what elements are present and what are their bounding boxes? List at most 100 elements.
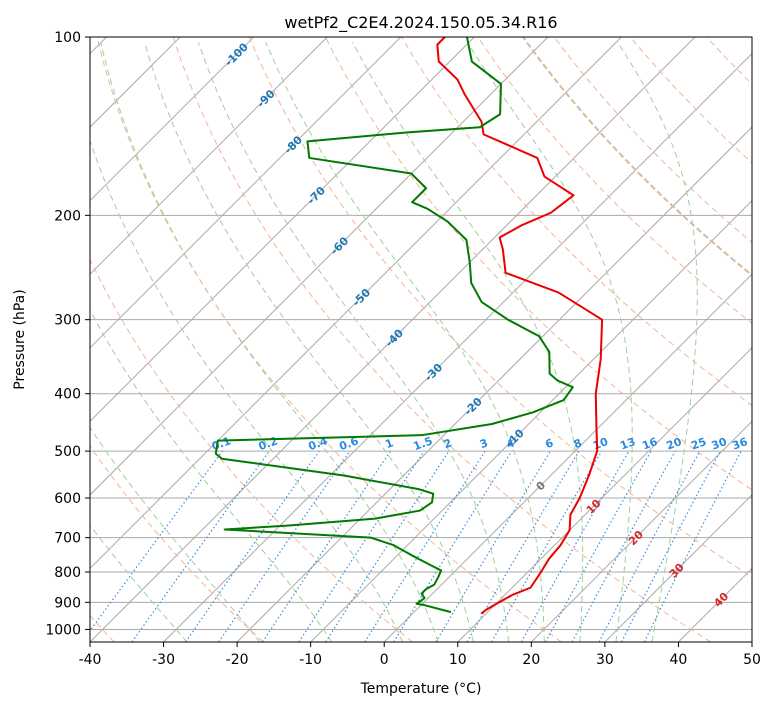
dry-adiabat: [706, 37, 752, 85]
isotherm-line: [236, 126, 752, 642]
isotherm-label: -20: [462, 395, 485, 418]
dry-adiabat: [553, 37, 752, 244]
mixing-ratio-line: [435, 450, 552, 642]
dry-adiabat: [248, 37, 752, 578]
y-tick-label: 100: [54, 30, 81, 46]
x-tick-label: -20: [226, 652, 249, 668]
isotherm-line: [678, 567, 752, 642]
mixing-ratio-line: [185, 450, 320, 642]
mixing-ratio-label: 25: [689, 435, 708, 452]
chart-title: wetPf2_C2E4.2024.150.05.34.R16: [284, 13, 557, 33]
moist-adiabat: [90, 139, 404, 642]
mixing-ratio-line: [325, 450, 450, 642]
isotherm-line: [604, 494, 752, 642]
mixing-ratio-label: 3: [478, 436, 490, 451]
mixing-ratio-line: [218, 450, 351, 642]
y-tick-label: 300: [54, 313, 81, 329]
moist-adiabat: [197, 41, 510, 642]
dry-adiabat: [477, 37, 752, 324]
x-tick-label: -30: [152, 652, 175, 668]
moist-adiabat: [265, 41, 545, 642]
mixing-ratio-line: [262, 450, 392, 642]
mixing-ratio-label: 13: [618, 435, 637, 452]
mixing-ratio-line: [520, 450, 630, 642]
moist-adiabat: [144, 41, 474, 642]
dry-adiabat: [90, 258, 413, 642]
mixing-ratio-line: [545, 450, 652, 642]
isotherm-line: [310, 199, 752, 642]
y-tick-label: 500: [54, 444, 81, 460]
isotherm-line: [90, 37, 549, 496]
mixing-ratio-line: [364, 450, 486, 642]
isotherm-line: [90, 37, 402, 349]
dewpoint-line: [214, 37, 574, 614]
dry-adiabat: [96, 37, 562, 642]
mixing-ratio-line: [131, 450, 270, 642]
isotherm-line: [530, 420, 752, 642]
isotherm-label: 20: [626, 528, 646, 548]
dry-adiabat: [629, 37, 752, 164]
x-tick-label: 10: [449, 652, 467, 668]
isotherm-line: [163, 52, 752, 642]
isotherm-label: -50: [350, 286, 373, 309]
x-tick-label: 50: [743, 652, 761, 668]
isotherm-line: [383, 273, 752, 642]
plot-frame: [89, 36, 753, 643]
mixing-ratio-label: 36: [730, 435, 749, 453]
mixing-ratio-label: 16: [640, 435, 659, 453]
moist-adiabat: [90, 309, 333, 642]
y-tick-label: 900: [54, 595, 81, 611]
dry-adiabat: [325, 37, 752, 491]
grid-lines: [90, 37, 752, 642]
isotherm-label: 30: [667, 561, 687, 581]
mixing-ratio-line: [393, 450, 513, 642]
x-axis-title: Temperature (°C): [360, 681, 482, 697]
isotherm-line: [90, 37, 622, 570]
mixing-ratio-line: [90, 450, 224, 632]
mixing-ratio-label: 8: [572, 436, 584, 451]
x-axis: -40 -30 -20 -10 0 10 20 30 40 50: [79, 642, 761, 668]
moist-adiabat: [617, 41, 698, 642]
isotherm-line: [90, 37, 696, 642]
dry-adiabats: [90, 37, 752, 642]
isotherm-line: [90, 37, 475, 423]
mixing-ratio-label: 10: [591, 435, 610, 453]
moist-adiabat: [90, 426, 261, 642]
x-tick-label: -40: [79, 652, 102, 668]
isotherm-line: [90, 37, 255, 202]
isotherm-line: [457, 347, 752, 642]
y-tick-label: 200: [54, 208, 81, 224]
x-tick-label: -10: [299, 652, 322, 668]
mixing-ratio-line: [643, 450, 742, 642]
mixing-ratio-label: 30: [710, 435, 729, 453]
mixing-ratio-line: [298, 450, 425, 642]
x-tick-label: 30: [596, 652, 614, 668]
y-tick-label: 800: [54, 565, 81, 581]
isotherm-line: [90, 37, 328, 275]
mixing-ratio-label: 0.2: [257, 434, 280, 453]
y-tick-label: 1000: [45, 622, 81, 638]
y-axis-title: Pressure (hPa): [12, 289, 28, 389]
temperature-line: [436, 37, 604, 615]
y-tick-label: 400: [54, 387, 81, 403]
mixing-ratio-lines: [90, 450, 742, 642]
y-axis: 100 200 300 400 500 600 700 800 900 1000: [45, 30, 90, 638]
mixing-ratio-line: [598, 450, 701, 642]
isotherm-line: [751, 641, 752, 642]
moist-adiabat: [90, 524, 188, 642]
mixing-ratio-label: 4: [505, 436, 517, 451]
mixing-ratio-label: 0.1: [210, 434, 233, 453]
isotherm-label: 0: [534, 479, 549, 494]
x-tick-label: 20: [522, 652, 540, 668]
dry-adiabat: [172, 37, 712, 642]
x-tick-label: 40: [670, 652, 688, 668]
mixing-ratio-label: 1.5: [412, 434, 435, 453]
x-tick-label: 0: [380, 652, 389, 668]
dry-adiabat: [401, 37, 752, 407]
mixing-ratio-label: 6: [543, 436, 555, 451]
y-tick-label: 700: [54, 531, 81, 547]
isotherm-label: -100: [222, 40, 251, 69]
isotherm-label: 40: [711, 590, 731, 610]
y-tick-label: 600: [54, 491, 81, 507]
